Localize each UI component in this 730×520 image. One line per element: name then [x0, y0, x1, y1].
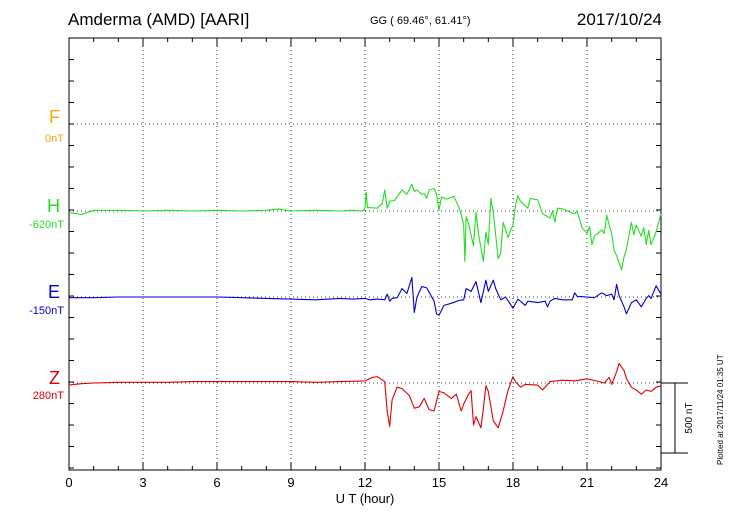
x-tick-label-18: 18: [506, 475, 520, 490]
series-e: [69, 276, 662, 316]
x-tick-label-0: 0: [65, 475, 72, 490]
geographic-coords: GG ( 69.46°, 61.41°): [370, 15, 471, 27]
component-label-h: H: [47, 196, 60, 216]
x-tick-label-15: 15: [432, 475, 446, 490]
x-tick-label-12: 12: [358, 475, 372, 490]
x-tick-label-9: 9: [287, 475, 294, 490]
component-baseline-e: -150nT: [29, 305, 64, 317]
series-h: [68, 183, 662, 271]
station-title: Amderma (AMD) [AARI]: [68, 10, 250, 29]
component-label-f: F: [49, 107, 60, 127]
series-z: [68, 362, 662, 429]
component-label-e: E: [47, 282, 60, 302]
x-tick-label-21: 21: [580, 475, 594, 490]
component-baseline-z: 280nT: [32, 390, 64, 402]
plotted-timestamp: Plotted at 2017/11/24 01:35 UT: [716, 354, 725, 465]
x-tick-label-6: 6: [213, 475, 220, 490]
x-tick-label-24: 24: [654, 475, 668, 490]
date-label: 2017/10/24: [576, 10, 662, 29]
x-tick-label-3: 3: [139, 475, 146, 490]
scale-bar-label: 500 nT: [684, 402, 695, 433]
component-baseline-h: -620nT: [29, 219, 64, 231]
x-axis-title: U T (hour): [336, 491, 395, 506]
component-baseline-f: 0nT: [45, 133, 64, 145]
component-label-z: Z: [49, 368, 60, 388]
